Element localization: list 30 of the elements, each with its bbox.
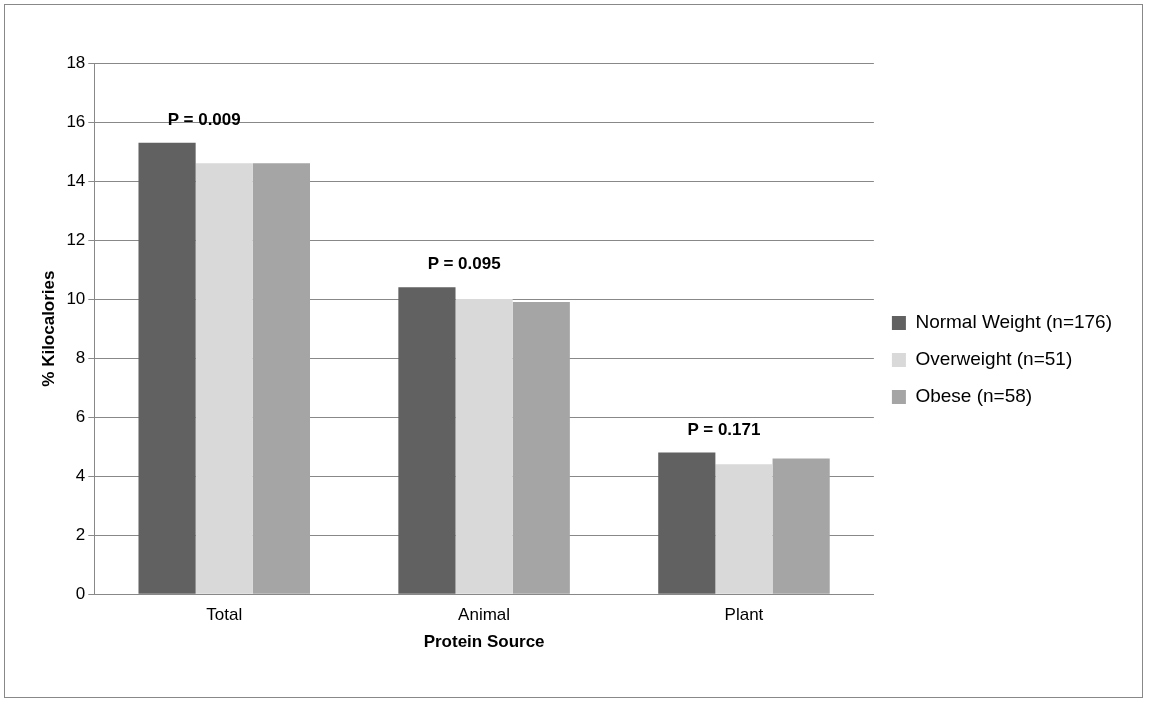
legend-label: Normal Weight (n=176) bbox=[915, 311, 1113, 333]
bar bbox=[195, 163, 253, 594]
x-tick-label: Plant bbox=[724, 605, 764, 625]
bar bbox=[455, 299, 513, 594]
annotation: P = 0.009 bbox=[167, 109, 241, 129]
y-tick-label: 6 bbox=[75, 406, 86, 426]
y-tick-label: 2 bbox=[75, 524, 86, 544]
bar bbox=[138, 142, 196, 594]
bar bbox=[715, 464, 773, 594]
x-axis-title: Protein Source bbox=[423, 632, 545, 652]
legend-label: Overweight (n=51) bbox=[915, 348, 1073, 370]
bar bbox=[252, 163, 310, 594]
bar bbox=[398, 287, 456, 594]
annotation: P = 0.095 bbox=[427, 254, 501, 274]
y-tick-label: 18 bbox=[66, 52, 86, 72]
y-tick-label: 0 bbox=[75, 583, 86, 603]
y-tick-label: 12 bbox=[66, 229, 86, 249]
y-tick-label: 8 bbox=[75, 347, 86, 367]
y-axis-title: % Kilocalories bbox=[38, 270, 58, 387]
x-tick-label: Total bbox=[206, 605, 243, 625]
bar bbox=[658, 452, 716, 594]
y-tick-label: 16 bbox=[66, 111, 86, 131]
y-tick-label: 4 bbox=[75, 465, 86, 485]
y-tick-label: 14 bbox=[66, 170, 86, 190]
y-tick-label: 10 bbox=[66, 288, 86, 308]
legend-label: Obese (n=58) bbox=[915, 385, 1033, 407]
annotation: P = 0.171 bbox=[687, 419, 761, 439]
bar bbox=[512, 302, 570, 594]
bar bbox=[772, 458, 830, 594]
x-tick-label: Animal bbox=[458, 605, 511, 625]
